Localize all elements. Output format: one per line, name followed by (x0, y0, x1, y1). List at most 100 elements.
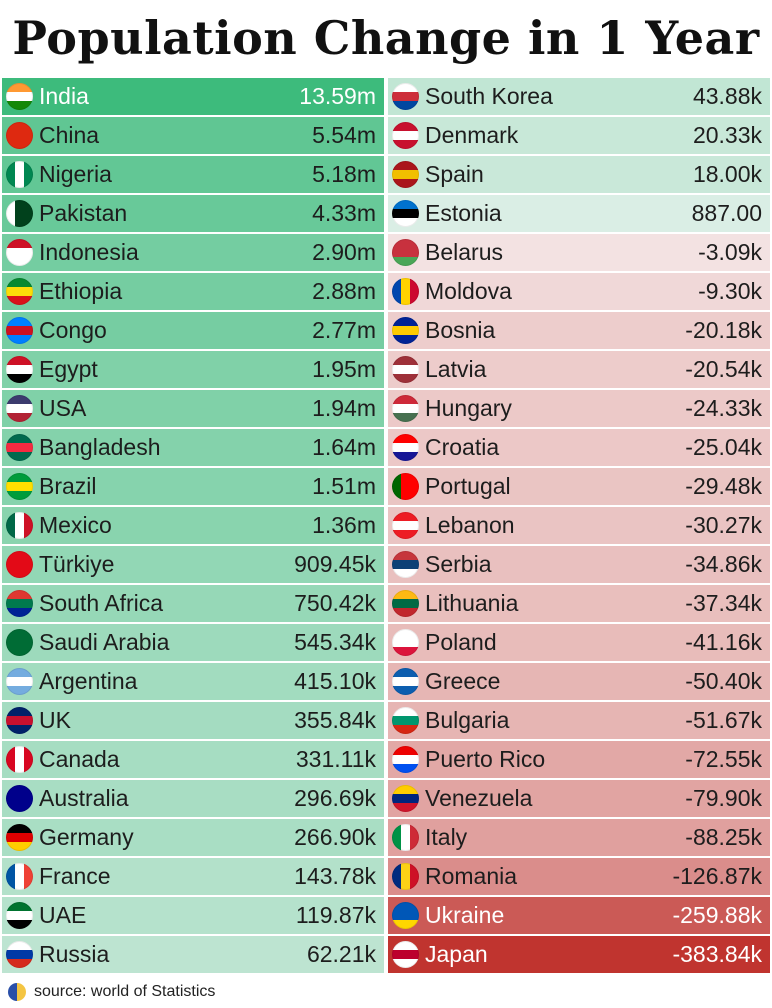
flag-icon (392, 317, 419, 344)
country-name: Türkiye (39, 551, 115, 577)
population-change-value: 331.11k (295, 746, 376, 772)
population-change-value: 1.51m (312, 473, 376, 499)
population-change-value: -9.30k (698, 278, 762, 304)
table-row: Greece -50.40k (388, 663, 770, 700)
flag-icon (6, 434, 33, 461)
table-row: Germany 266.90k (2, 819, 384, 856)
country-name: Indonesia (39, 239, 139, 265)
country-name: India (39, 83, 89, 109)
flag-icon (6, 161, 33, 188)
country-name: Canada (39, 746, 120, 772)
table-row: Belarus -3.09k (388, 234, 770, 271)
table-row: Portugal -29.48k (388, 468, 770, 505)
table-row: Serbia -34.86k (388, 546, 770, 583)
table-row: Ethiopia 2.88m (2, 273, 384, 310)
country-name: Bosnia (425, 317, 496, 343)
flag-icon (392, 629, 419, 656)
country-name: Australia (39, 785, 129, 811)
population-change-value: 20.33k (692, 122, 762, 148)
flag-icon (6, 629, 33, 656)
population-change-value: 415.10k (294, 668, 376, 694)
flag-icon (392, 473, 419, 500)
flag-icon (392, 551, 419, 578)
flag-icon (6, 746, 33, 773)
table-row: Moldova -9.30k (388, 273, 770, 310)
source-note: source: world of Statistics (8, 980, 215, 1004)
country-name: Poland (425, 629, 497, 655)
table-row: China 5.54m (2, 117, 384, 154)
flag-icon (392, 668, 419, 695)
table-row: Venezuela -79.90k (388, 780, 770, 817)
population-change-value: 1.94m (312, 395, 376, 421)
table-row: India 13.59m (2, 78, 384, 115)
population-change-value: -24.33k (685, 395, 762, 421)
table-row: Italy -88.25k (388, 819, 770, 856)
table-row: Congo 2.77m (2, 312, 384, 349)
flag-icon (6, 200, 33, 227)
population-change-value: -41.16k (685, 629, 762, 655)
table-row: Bosnia -20.18k (388, 312, 770, 349)
flag-icon (6, 668, 33, 695)
country-name: South Korea (425, 83, 553, 109)
table-row: Ukraine -259.88k (388, 897, 770, 934)
table-row: Bulgaria -51.67k (388, 702, 770, 739)
country-name: Saudi Arabia (39, 629, 170, 655)
flag-icon (6, 863, 33, 890)
country-name: Serbia (425, 551, 492, 577)
population-change-value: -126.87k (672, 863, 762, 889)
country-name: Germany (39, 824, 134, 850)
flag-icon (392, 902, 419, 929)
flag-icon (6, 278, 33, 305)
flag-icon (392, 785, 419, 812)
flag-icon (392, 863, 419, 890)
flag-icon (392, 200, 419, 227)
country-name: Spain (425, 161, 484, 187)
growth-column: India 13.59m China 5.54m Nigeria 5.18m Pakista… (2, 78, 384, 976)
flag-icon (392, 395, 419, 422)
table-row: UAE 119.87k (2, 897, 384, 934)
table-row: South Africa 750.42k (2, 585, 384, 622)
flag-icon (6, 317, 33, 344)
flag-icon (392, 707, 419, 734)
flag-icon (392, 161, 419, 188)
population-change-value: 43.88k (692, 83, 762, 109)
table-row: Poland -41.16k (388, 624, 770, 661)
table-row: Bangladesh 1.64m (2, 429, 384, 466)
population-change-value: -88.25k (685, 824, 762, 850)
table-row: Argentina 415.10k (2, 663, 384, 700)
country-name: Congo (39, 317, 107, 343)
flag-icon (6, 473, 33, 500)
country-name: Nigeria (39, 161, 112, 187)
population-change-value: 355.84k (294, 707, 376, 733)
flag-icon (6, 239, 33, 266)
population-change-value: 909.45k (294, 551, 376, 577)
table-row: Pakistan 4.33m (2, 195, 384, 232)
flag-icon (392, 512, 419, 539)
country-name: Croatia (425, 434, 500, 460)
country-name: Mexico (39, 512, 112, 538)
population-change-value: 750.42k (294, 590, 376, 616)
country-name: Brazil (39, 473, 97, 499)
flag-icon (6, 941, 33, 968)
country-name: Pakistan (39, 200, 128, 226)
page-title: Population Change in 1 Year (12, 11, 760, 65)
country-name: UAE (39, 902, 87, 928)
population-change-value: 2.77m (312, 317, 376, 343)
source-text: source: world of Statistics (34, 983, 216, 1000)
country-name: Belarus (425, 239, 503, 265)
population-change-value: 296.69k (294, 785, 376, 811)
population-change-value: 1.64m (312, 434, 376, 460)
table-row: Croatia -25.04k (388, 429, 770, 466)
population-change-value: 13.59m (299, 83, 376, 109)
country-name: China (39, 122, 100, 148)
population-change-value: 4.33m (312, 200, 376, 226)
table-row: Lebanon -30.27k (388, 507, 770, 544)
population-change-value: -20.18k (685, 317, 762, 343)
population-change-value: 266.90k (294, 824, 376, 850)
population-change-value: 62.21k (306, 941, 376, 967)
country-name: Ukraine (425, 902, 505, 928)
population-change-value: 5.18m (312, 161, 376, 187)
population-change-value: 18.00k (692, 161, 762, 187)
flag-icon (6, 590, 33, 617)
table-row: Mexico 1.36m (2, 507, 384, 544)
